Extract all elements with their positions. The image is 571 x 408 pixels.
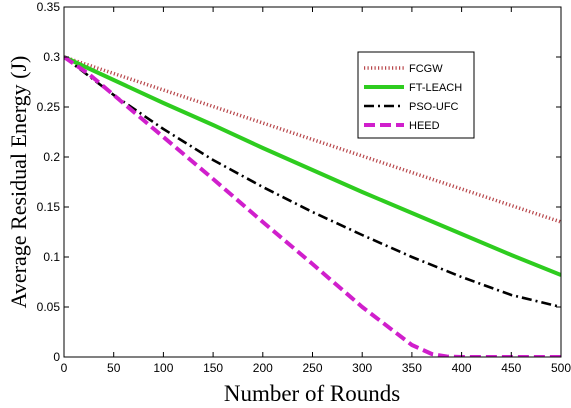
x-tick-label: 150 xyxy=(203,361,223,375)
y-tick-label: 0.1 xyxy=(43,250,60,264)
y-tick-label: 0 xyxy=(53,350,60,364)
series-line-ft-leach xyxy=(64,55,561,277)
y-tick-label: 0.2 xyxy=(43,150,60,164)
legend-label-ft-leach: FT-LEACH xyxy=(409,82,462,94)
x-tick-label: 50 xyxy=(107,361,121,375)
y-tick-label: 0.3 xyxy=(43,50,60,64)
plot-area xyxy=(64,7,561,357)
legend-label-pso-ufc: PSO-UFC xyxy=(409,101,459,113)
legend-label-heed: HEED xyxy=(409,120,440,132)
x-tick-label: 200 xyxy=(253,361,273,375)
y-tick-label: 0.35 xyxy=(37,0,61,14)
y-tick-label: 0.25 xyxy=(37,100,61,114)
y-axis-title: Average Residual Energy (J) xyxy=(6,56,31,309)
x-tick-label: 300 xyxy=(352,361,372,375)
x-tick-label: 250 xyxy=(302,361,322,375)
x-tick-label: 400 xyxy=(452,361,472,375)
y-tick-label: 0.05 xyxy=(37,300,61,314)
x-axis-title: Number of Rounds xyxy=(224,381,400,406)
x-tick-label: 500 xyxy=(551,361,571,375)
legend: FCGW FT-LEACH PSO-UFC HEED xyxy=(357,51,475,139)
x-tick-label: 100 xyxy=(153,361,173,375)
legend-box xyxy=(357,51,475,139)
x-tick-label: 0 xyxy=(61,361,68,375)
x-tick-label: 450 xyxy=(501,361,521,375)
tick-layer: 0 50 100 150 200 250 300 350 400 450 500 0 0.05 0.1 0.… xyxy=(37,0,571,375)
series-line-pso-ufc xyxy=(64,55,561,309)
x-tick-label: 350 xyxy=(402,361,422,375)
legend-label-fcgw: FCGW xyxy=(409,63,443,75)
y-tick-label: 0.15 xyxy=(37,200,61,214)
